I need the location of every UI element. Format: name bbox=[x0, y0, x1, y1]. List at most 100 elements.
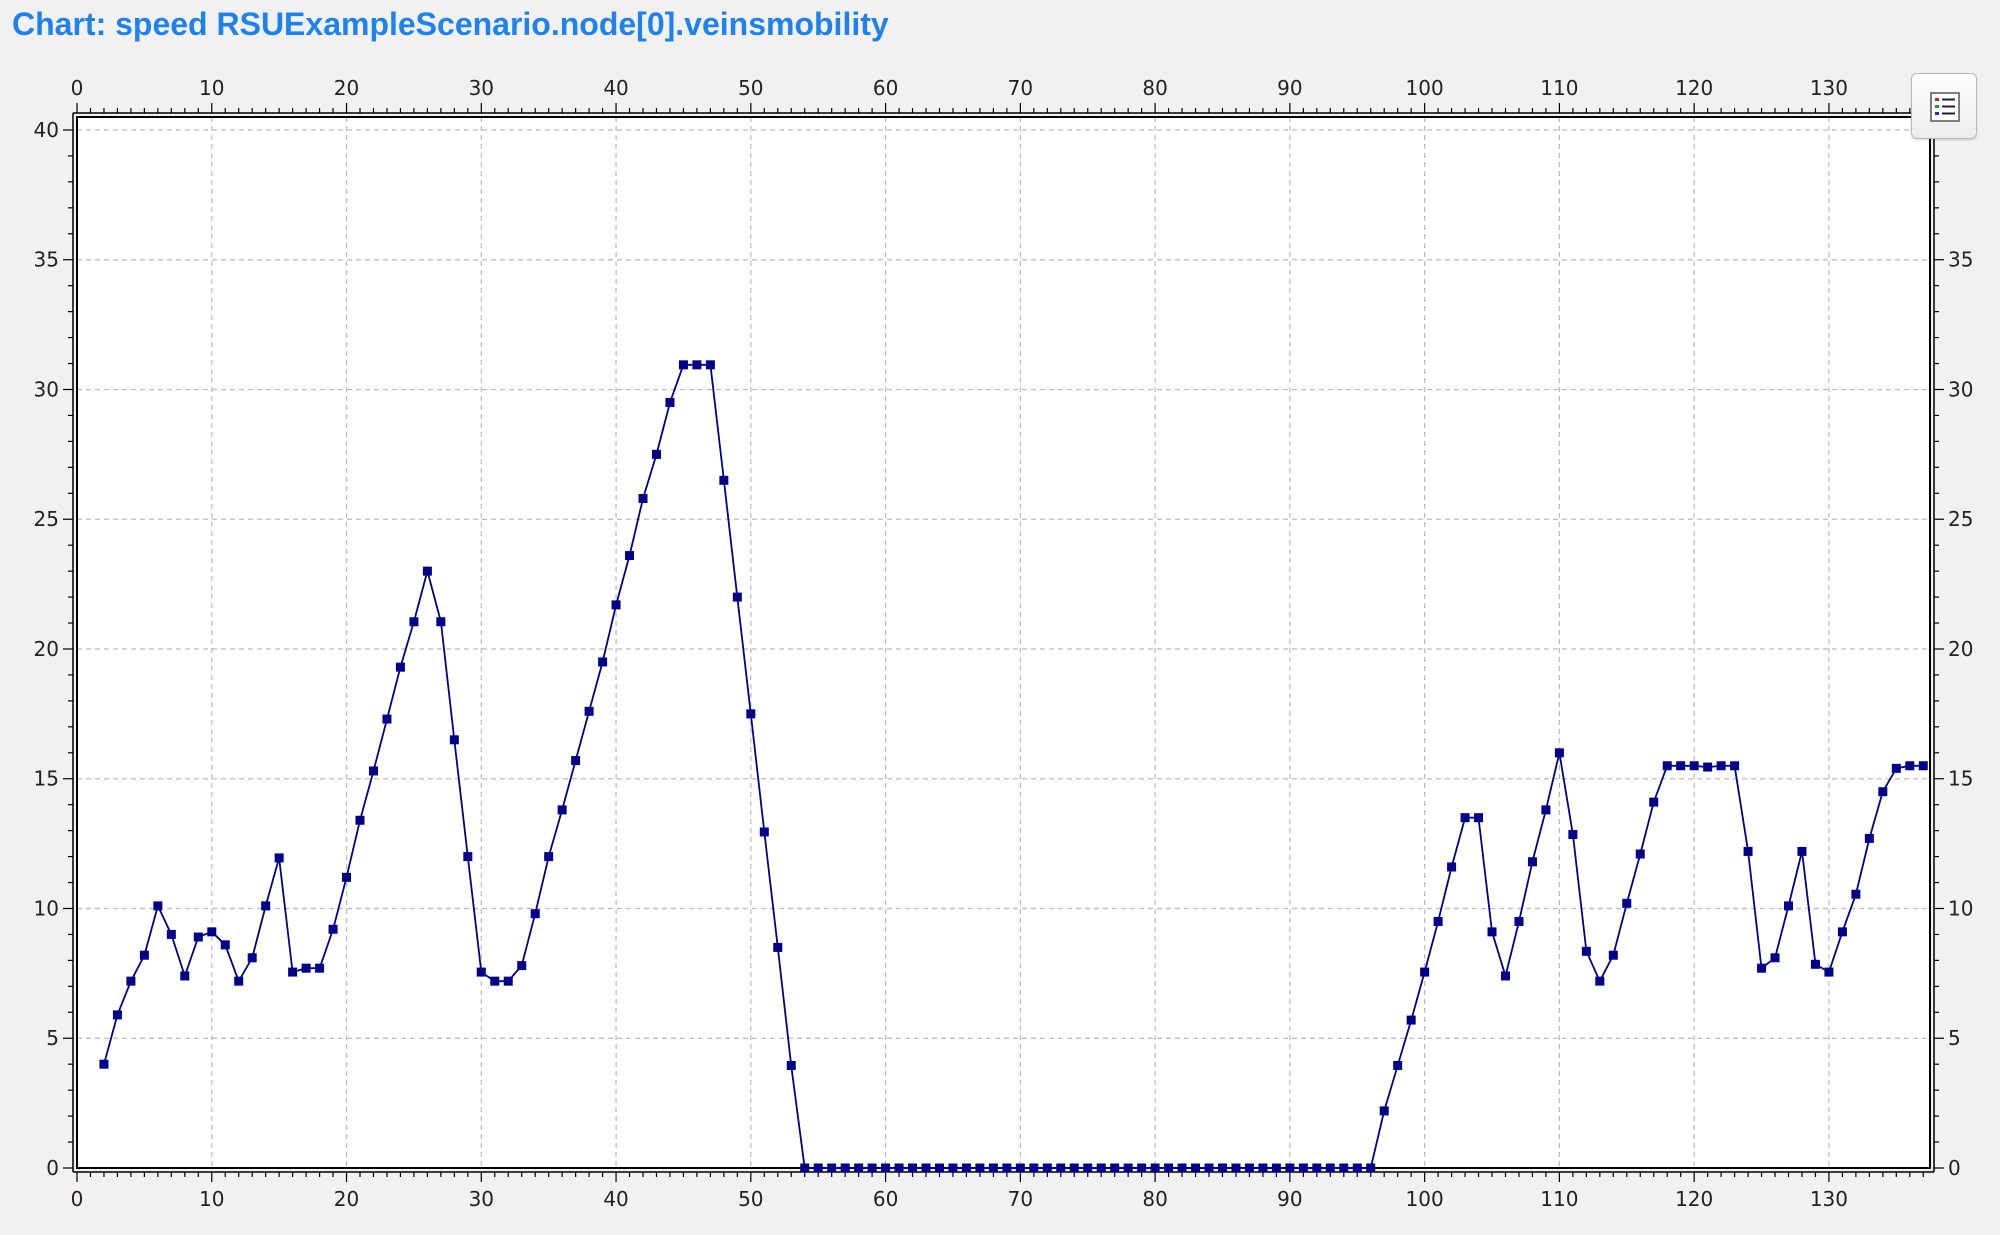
y-tick-label-left: 25 bbox=[34, 507, 59, 531]
data-point bbox=[1150, 1163, 1160, 1173]
data-point bbox=[139, 950, 149, 960]
data-point bbox=[1608, 950, 1618, 960]
x-tick-label-top: 70 bbox=[1008, 76, 1033, 100]
data-point bbox=[1649, 797, 1659, 807]
data-point bbox=[719, 475, 729, 485]
data-point bbox=[1123, 1163, 1133, 1173]
plot-area[interactable] bbox=[77, 117, 1930, 1168]
data-point bbox=[1527, 857, 1537, 867]
data-point bbox=[1689, 761, 1699, 771]
x-tick-label-bottom: 100 bbox=[1406, 1187, 1444, 1211]
data-point bbox=[813, 1163, 823, 1173]
x-tick-label-top: 60 bbox=[873, 76, 898, 100]
data-point bbox=[1312, 1163, 1322, 1173]
data-point bbox=[1757, 963, 1767, 973]
x-tick-label-bottom: 60 bbox=[873, 1187, 898, 1211]
data-point bbox=[975, 1163, 985, 1173]
data-point bbox=[557, 805, 567, 815]
data-point bbox=[261, 901, 271, 911]
data-point bbox=[1056, 1163, 1066, 1173]
data-point bbox=[247, 953, 257, 963]
data-point bbox=[1285, 1163, 1295, 1173]
data-point bbox=[1783, 901, 1793, 911]
y-tick-label-left: 5 bbox=[46, 1026, 59, 1050]
axes: 0010102020303040405050606070708080909010… bbox=[34, 76, 1974, 1211]
data-point bbox=[921, 1163, 931, 1173]
data-point bbox=[1905, 761, 1915, 771]
x-tick-label-bottom: 20 bbox=[334, 1187, 359, 1211]
data-point bbox=[274, 853, 284, 863]
data-point bbox=[1716, 761, 1726, 771]
data-point bbox=[328, 924, 338, 934]
y-tick-label-left: 20 bbox=[34, 637, 59, 661]
data-point bbox=[355, 815, 365, 825]
x-tick-label-bottom: 90 bbox=[1277, 1187, 1302, 1211]
data-point bbox=[288, 967, 298, 977]
data-point bbox=[1420, 967, 1430, 977]
data-point bbox=[1244, 1163, 1254, 1173]
data-point bbox=[112, 1010, 122, 1020]
data-point bbox=[153, 901, 163, 911]
data-point bbox=[1177, 1163, 1187, 1173]
data-point bbox=[1339, 1163, 1349, 1173]
data-point bbox=[180, 971, 190, 981]
data-point bbox=[1352, 1163, 1362, 1173]
y-tick-label-left: 30 bbox=[34, 377, 59, 401]
data-point bbox=[988, 1163, 998, 1173]
data-point bbox=[1487, 927, 1497, 937]
x-tick-label-top: 50 bbox=[738, 76, 763, 100]
x-tick-label-top: 120 bbox=[1675, 76, 1713, 100]
data-point bbox=[1042, 1163, 1052, 1173]
data-point bbox=[1514, 916, 1524, 926]
data-point bbox=[1541, 805, 1551, 815]
data-point bbox=[827, 1163, 837, 1173]
x-tick-label-top: 100 bbox=[1406, 76, 1444, 100]
data-point bbox=[1231, 1163, 1241, 1173]
data-point bbox=[598, 657, 608, 667]
data-point bbox=[1447, 862, 1457, 872]
x-tick-label-bottom: 120 bbox=[1675, 1187, 1713, 1211]
data-point bbox=[1393, 1060, 1403, 1070]
x-tick-label-bottom: 110 bbox=[1540, 1187, 1578, 1211]
data-point bbox=[1676, 761, 1686, 771]
data-point bbox=[1878, 787, 1888, 797]
data-point bbox=[894, 1163, 904, 1173]
data-point bbox=[1474, 813, 1484, 823]
data-point bbox=[1433, 916, 1443, 926]
data-point bbox=[1797, 846, 1807, 856]
series-line bbox=[103, 363, 1924, 1169]
data-point bbox=[1191, 1163, 1201, 1173]
data-point bbox=[1096, 1163, 1106, 1173]
data-point bbox=[503, 976, 513, 986]
data-point bbox=[854, 1163, 864, 1173]
data-point bbox=[961, 1163, 971, 1173]
data-point bbox=[1217, 1163, 1227, 1173]
data-point bbox=[1635, 849, 1645, 859]
data-point bbox=[732, 592, 742, 602]
x-tick-label-bottom: 30 bbox=[469, 1187, 494, 1211]
y-tick-label-right: 20 bbox=[1948, 637, 1973, 661]
data-point bbox=[463, 852, 473, 862]
x-tick-label-top: 20 bbox=[334, 76, 359, 100]
data-point bbox=[1595, 976, 1605, 986]
data-point bbox=[1851, 889, 1861, 899]
data-point bbox=[207, 927, 217, 937]
y-tick-label-right: 10 bbox=[1948, 896, 1973, 920]
legend-button[interactable] bbox=[1911, 73, 1977, 139]
y-tick-label-left: 35 bbox=[34, 248, 59, 272]
data-point bbox=[1891, 763, 1901, 773]
data-point bbox=[99, 1059, 109, 1069]
data-point bbox=[1204, 1163, 1214, 1173]
data-point bbox=[705, 360, 715, 370]
data-point bbox=[773, 942, 783, 952]
x-tick-label-bottom: 10 bbox=[199, 1187, 224, 1211]
data-point bbox=[665, 397, 675, 407]
data-point bbox=[1622, 898, 1632, 908]
data-point bbox=[1271, 1163, 1281, 1173]
y-tick-label-left: 15 bbox=[34, 767, 59, 791]
x-tick-label-top: 130 bbox=[1810, 76, 1848, 100]
chart-title: Chart: speed RSUExampleScenario.node[0].… bbox=[12, 6, 889, 42]
data-point bbox=[126, 976, 136, 986]
x-tick-label-bottom: 70 bbox=[1008, 1187, 1033, 1211]
